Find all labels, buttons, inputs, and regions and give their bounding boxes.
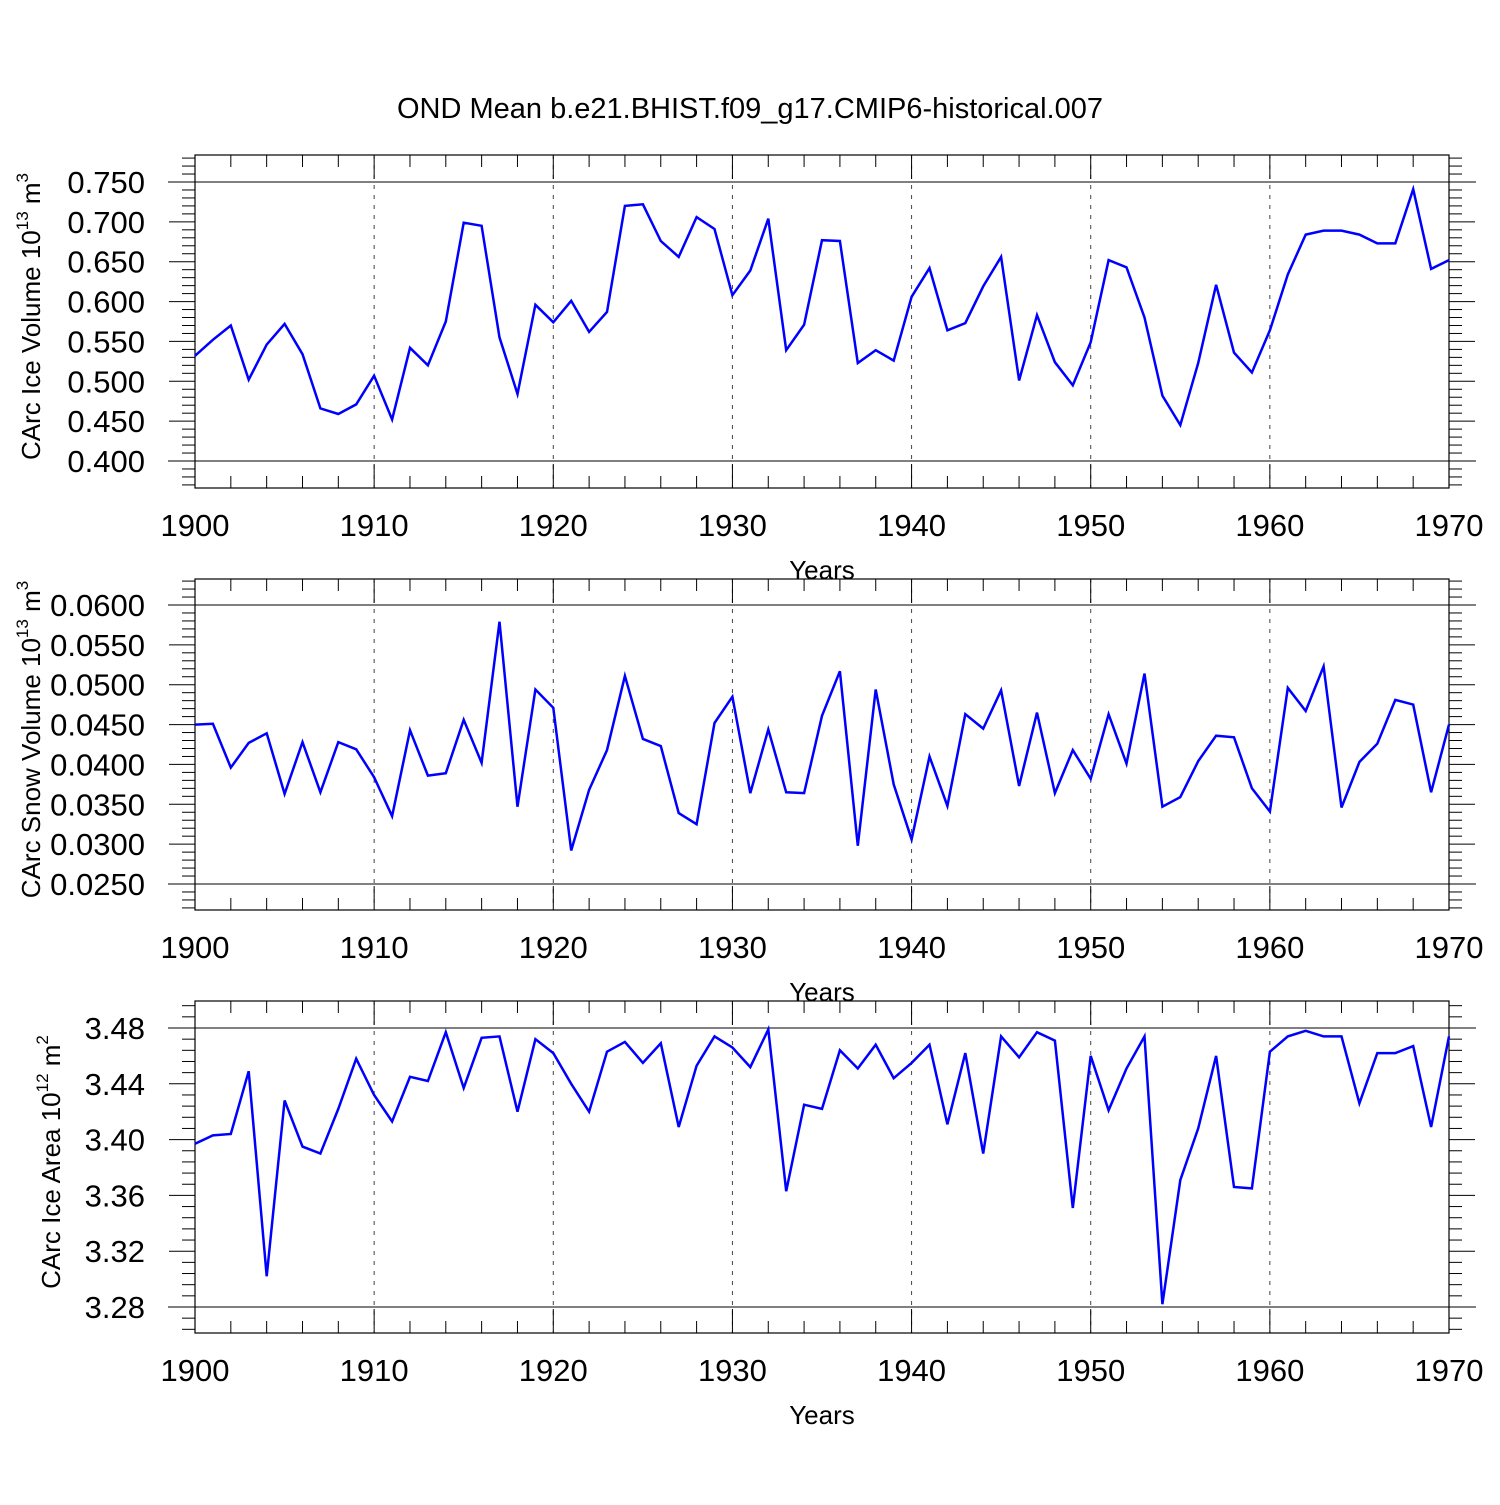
series-line-ice-area — [194, 1024, 1451, 1305]
y-tick-label: 0.500 — [67, 364, 145, 399]
y-tick-label: 3.44 — [85, 1067, 145, 1102]
x-tick-label: 1960 — [1235, 508, 1304, 543]
y-tick-label: 0.650 — [67, 245, 145, 280]
y-axis-label-exponent: 13 — [13, 619, 32, 638]
x-tick-label: 1970 — [1415, 508, 1484, 543]
x-tick-label: 1960 — [1235, 1353, 1304, 1388]
y-tick-label: 0.600 — [67, 285, 145, 320]
x-tick-label: 1920 — [519, 1353, 588, 1388]
y-tick-label: 0.0450 — [50, 708, 145, 743]
x-tick-label: 1930 — [698, 930, 767, 965]
y-axis-label-text: CArc Ice Area 10 — [36, 1092, 66, 1289]
y-tick-label: 0.0550 — [50, 628, 145, 663]
y-tick-label: 0.0400 — [50, 747, 145, 782]
y-tick-label: 0.0250 — [50, 867, 145, 902]
y-tick-label: 0.400 — [67, 444, 145, 479]
x-axis-label: Years — [789, 1400, 855, 1430]
x-tick-label: 1950 — [1056, 930, 1125, 965]
x-tick-label: 1960 — [1235, 930, 1304, 965]
x-tick-label: 1950 — [1056, 508, 1125, 543]
y-axis-label-unit-exponent: 3 — [13, 173, 32, 182]
x-axis-label: Years — [789, 555, 855, 585]
x-tick-label: 1900 — [161, 1353, 230, 1388]
x-tick-label: 1930 — [698, 1353, 767, 1388]
plot-frame — [194, 578, 1450, 911]
x-axis-label: Years — [789, 977, 855, 1007]
x-tick-label: 1930 — [698, 508, 767, 543]
y-axis-label-exponent: 13 — [13, 211, 32, 230]
x-tick-label: 1950 — [1056, 1353, 1125, 1388]
y-axis-label-unit: m — [36, 1045, 66, 1074]
series-line-snow-volume — [194, 621, 1451, 851]
x-tick-label: 1920 — [519, 508, 588, 543]
x-tick-label: 1910 — [340, 930, 409, 965]
x-tick-label: 1900 — [161, 930, 230, 965]
figure-title: OND Mean b.e21.BHIST.f09_g17.CMIP6-histo… — [397, 93, 1103, 125]
y-tick-label: 3.28 — [85, 1290, 145, 1325]
y-tick-label: 0.0300 — [50, 827, 145, 862]
x-tick-label: 1970 — [1415, 1353, 1484, 1388]
y-axis-label-unit: m — [16, 182, 46, 211]
x-tick-label: 1900 — [161, 508, 230, 543]
y-tick-label: 0.450 — [67, 404, 145, 439]
y-tick-label: 3.36 — [85, 1178, 145, 1213]
y-tick-label: 0.0600 — [50, 588, 145, 623]
x-tick-label: 1940 — [877, 1353, 946, 1388]
series-line-ice-volume — [194, 184, 1450, 429]
y-axis-label-text: CArc Snow Volume 10 — [16, 638, 46, 898]
x-tick-label: 1920 — [519, 930, 588, 965]
plot-frame — [194, 154, 1450, 489]
x-tick-label: 1910 — [340, 1353, 409, 1388]
y-tick-label: 0.0500 — [50, 668, 145, 703]
y-axis-label-unit-exponent: 3 — [13, 581, 32, 590]
x-tick-label: 1940 — [877, 508, 946, 543]
y-axis-label: CArc Ice Volume 1013 m3 — [13, 173, 46, 460]
y-tick-label: 0.0350 — [50, 787, 145, 822]
y-tick-label: 3.32 — [85, 1234, 145, 1269]
y-tick-label: 0.550 — [67, 324, 145, 359]
y-axis-label-exponent: 12 — [33, 1073, 52, 1092]
x-tick-label: 1910 — [340, 508, 409, 543]
y-tick-label: 0.750 — [67, 165, 145, 200]
y-axis-label: CArc Snow Volume 1013 m3 — [13, 581, 46, 898]
y-tick-label: 0.700 — [67, 205, 145, 240]
plot-frame — [194, 1000, 1450, 1334]
x-tick-label: 1970 — [1415, 930, 1484, 965]
y-axis-label-unit-exponent: 2 — [33, 1035, 52, 1044]
y-axis-label-text: CArc Ice Volume 10 — [16, 230, 46, 460]
y-tick-label: 3.48 — [85, 1011, 145, 1046]
x-tick-label: 1940 — [877, 930, 946, 965]
y-axis-label-unit: m — [16, 590, 46, 619]
y-axis-label: CArc Ice Area 1012 m2 — [33, 1035, 66, 1289]
y-tick-label: 3.40 — [85, 1123, 145, 1158]
